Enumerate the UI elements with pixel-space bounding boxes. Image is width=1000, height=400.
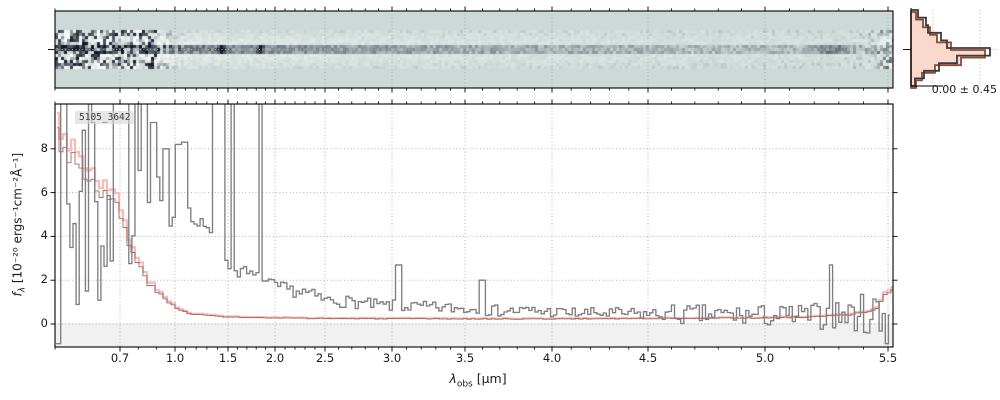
x-tick-label: 4.5 — [638, 351, 658, 365]
y-tick-label: 6 — [40, 184, 48, 199]
negative-flux-band — [55, 323, 893, 347]
y-tick-label: 0 — [40, 316, 48, 330]
2d-panel-grid — [55, 11, 893, 88]
y-axis-label-units: [10⁻²⁰ ergs⁻¹cm⁻²Å⁻¹] — [10, 152, 25, 287]
error-line — [57, 111, 893, 320]
x-axis-label-units: [μm] — [472, 371, 507, 386]
y-tick-label: 2 — [40, 272, 48, 287]
x-tick-label: 3.5 — [455, 351, 475, 365]
x-tick-label: 3.0 — [382, 351, 402, 365]
1d-panel — [50, 99, 898, 352]
x-tick-label: 0.7 — [110, 351, 130, 365]
2d-panel-ticks — [48, 6, 889, 93]
y-axis-label-symbol: f — [10, 292, 25, 297]
y-tick-label: 8 — [40, 140, 48, 155]
x-tick-label: 2.0 — [265, 351, 285, 365]
x-tick-label: 5.0 — [755, 351, 775, 365]
1d-panel-ticks — [50, 99, 898, 352]
histogram-panel — [903, 8, 997, 89]
histogram-stat-label: 0.00 ± 0.45 — [931, 83, 997, 96]
histogram-fill — [910, 11, 986, 89]
y-axis-label-sub: λ — [17, 286, 28, 293]
y-tick-label: 4 — [40, 228, 48, 243]
2d-panel — [48, 6, 894, 93]
x-tick-label: 1.5 — [218, 351, 238, 365]
x-tick-label: 5.5 — [878, 351, 898, 365]
spectrum-line — [56, 104, 890, 345]
x-tick-label: 4.0 — [542, 351, 562, 365]
x-axis-label-sub: obs — [456, 379, 473, 390]
1d-panel-frame — [54, 103, 894, 348]
x-axis-label-symbol: λ — [449, 371, 457, 386]
object-id-label: 5105_3642 — [75, 111, 135, 124]
1d-panel-grid — [55, 104, 893, 347]
error-core-line — [57, 127, 893, 320]
x-axis-label: λobs [μm] — [428, 371, 528, 390]
x-tick-label: 2.5 — [315, 351, 335, 365]
histogram-outline — [911, 9, 991, 87]
x-tick-label: 1.0 — [165, 351, 185, 365]
